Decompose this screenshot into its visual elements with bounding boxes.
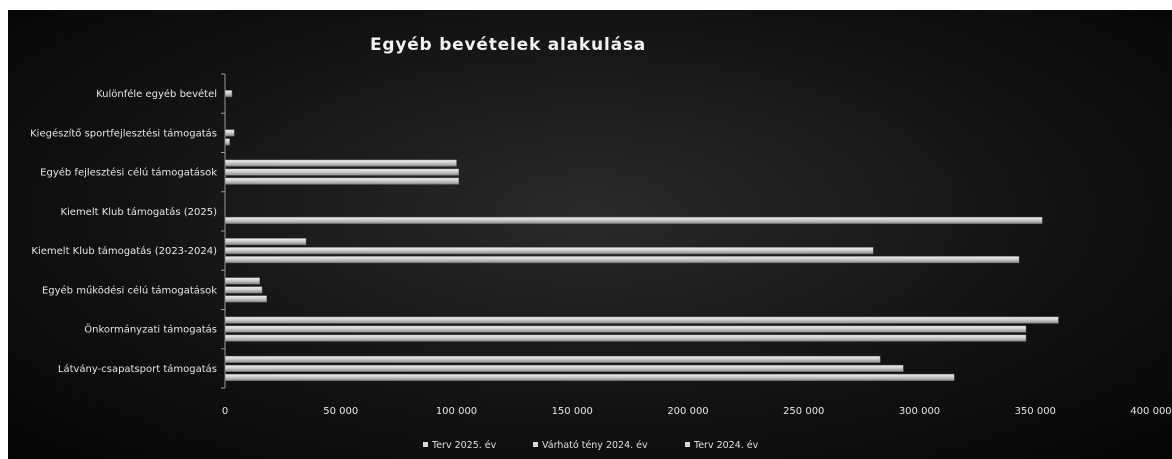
chart-area: Egyéb bevételek alakulása Kulönféle egyé…	[8, 10, 1172, 459]
bar-1	[224, 277, 260, 285]
bar-1	[224, 316, 1059, 324]
bar-3	[224, 256, 1020, 264]
legend-swatch	[423, 442, 428, 447]
x-tick-label: 50 000	[323, 406, 358, 417]
legend-label: Terv 2025. év	[431, 440, 497, 451]
x-tick-label: 400 000	[1130, 406, 1171, 417]
x-tick-label: 200 000	[667, 406, 708, 417]
category-label: Kiemelt Klub támogatás (2025)	[60, 206, 217, 218]
x-tick-label: 250 000	[783, 406, 824, 417]
bar-2	[224, 364, 904, 372]
x-tick-label: 0	[222, 406, 228, 417]
bar-3	[224, 334, 1027, 342]
bar-2	[224, 129, 235, 137]
bar-2	[224, 286, 263, 294]
bar-3	[224, 177, 460, 185]
bar-1	[224, 355, 881, 363]
bar-chart: Egyéb bevételek alakulása Kulönféle egyé…	[30, 35, 1172, 451]
category-label: Kiegészítő sportfejlesztési támogatás	[30, 127, 217, 139]
category-label: Egyéb működési célú támogatások	[42, 284, 217, 296]
bar-3	[224, 216, 1043, 224]
bar-3	[224, 373, 955, 381]
category-label: Kiemelt Klub támogatás (2023-2024)	[31, 245, 217, 257]
category-label: Önkormányzati támogatás	[84, 323, 217, 336]
category-label: Kulönféle egyéb bevétel	[96, 88, 217, 100]
legend-label: Várható tény 2024. év	[542, 440, 648, 451]
x-tick-label: 150 000	[552, 406, 593, 417]
chart-title: Egyéb bevételek alakulása	[370, 35, 646, 55]
x-tick-label: 100 000	[436, 406, 477, 417]
bar-2	[224, 247, 874, 255]
bar-2	[224, 90, 233, 98]
x-tick-label: 350 000	[1015, 406, 1056, 417]
legend-swatch	[685, 442, 690, 447]
bar-2	[224, 168, 460, 176]
bar-2	[224, 325, 1027, 333]
bar-1	[224, 159, 457, 167]
legend-swatch	[533, 442, 538, 447]
bar-1	[224, 238, 307, 246]
category-label: Látvány-csapatsport támogatás	[58, 363, 217, 375]
legend-label: Terv 2024. év	[693, 440, 759, 451]
bar-3	[224, 138, 230, 146]
category-label: Egyéb fejlesztési célú támogatások	[40, 167, 217, 179]
x-tick-label: 300 000	[899, 406, 940, 417]
bar-3	[224, 295, 267, 303]
